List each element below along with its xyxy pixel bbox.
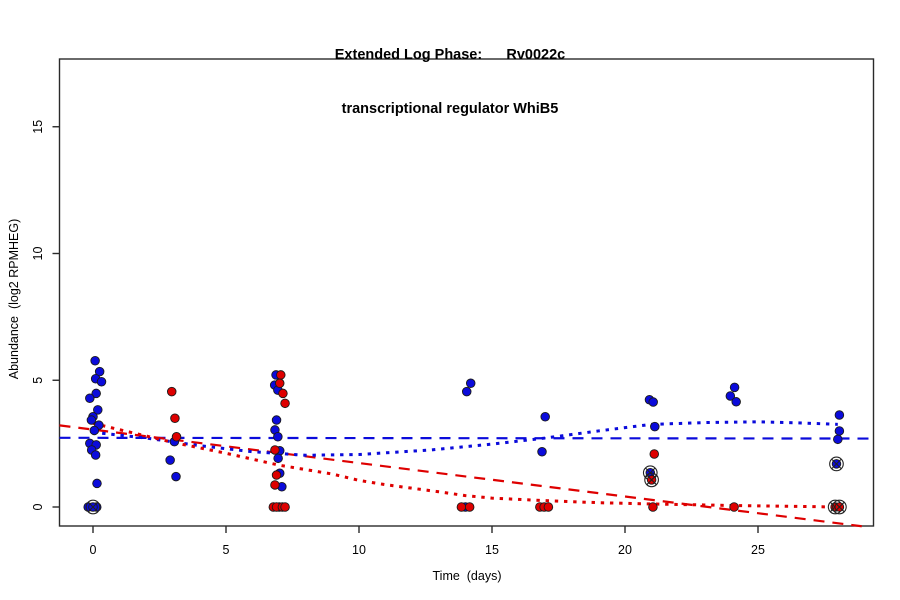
blue-data-point — [729, 382, 740, 393]
circle-x-marker — [87, 501, 99, 513]
red-data-point — [464, 502, 475, 512]
blue-data-point — [85, 393, 95, 403]
blue-data-point — [461, 386, 472, 397]
blue-data-point — [91, 388, 101, 399]
blue-data-point — [273, 453, 283, 464]
red-data-point — [170, 413, 180, 424]
red-data-point — [543, 502, 554, 512]
x-tick-label: 15 — [485, 543, 499, 557]
red-data-point — [171, 432, 182, 442]
blue-data-point — [94, 366, 105, 377]
x-tick-label: 0 — [90, 543, 97, 557]
blue-data-point — [271, 415, 282, 425]
circle-x-marker — [644, 472, 659, 488]
blue-data-point — [648, 397, 658, 407]
y-axis-label: Abundance (log2 RPMHEG) — [7, 218, 21, 380]
blue-data-point — [725, 391, 736, 401]
y-tick-label: 15 — [31, 120, 45, 134]
blue-data-point — [92, 478, 102, 489]
red-linear-fit — [59, 424, 862, 528]
blue-data-point — [165, 455, 175, 465]
x-tick-label: 5 — [223, 543, 230, 557]
red-data-point — [270, 445, 280, 455]
blue-data-point — [834, 426, 845, 436]
blue-data-point — [833, 434, 843, 445]
chart-title-line1: Extended Log Phase: Rv0022c — [334, 47, 566, 63]
plot-box — [58, 58, 875, 527]
blue-data-point — [86, 415, 97, 425]
blue-data-point — [540, 412, 550, 422]
blue-data-point — [90, 355, 100, 366]
blue-data-point — [89, 425, 100, 436]
red-data-point — [270, 480, 280, 490]
circle-x-marker — [834, 501, 845, 513]
red-data-point — [271, 470, 282, 480]
red-loess-fit — [92, 421, 838, 509]
circle-x-marker — [646, 474, 657, 486]
blue-data-point — [465, 378, 476, 389]
circle-x-marker — [829, 456, 844, 472]
y-tick-label: 0 — [31, 503, 45, 510]
x-tick-label: 10 — [352, 543, 366, 557]
red-data-point — [648, 502, 658, 512]
chart-title-line2: transcriptional regulator WhiB5 — [341, 101, 559, 117]
y-tick-label: 10 — [31, 247, 45, 261]
x-tick-label: 20 — [618, 543, 632, 557]
blue-data-point — [171, 471, 181, 482]
blue-data-point — [273, 432, 283, 442]
blue-data-point — [834, 410, 845, 420]
red-data-point — [274, 378, 285, 389]
circle-x-marker — [85, 499, 101, 515]
circle-x-marker — [832, 499, 847, 515]
red-data-point — [166, 386, 177, 397]
x-tick-label: 25 — [751, 543, 765, 557]
red-data-point — [456, 502, 467, 512]
blue-data-point — [650, 421, 660, 432]
x-axis-label: Time (days) — [432, 569, 502, 583]
red-data-point — [649, 449, 660, 459]
red-data-point — [278, 388, 288, 399]
chart-title: Extended Log Phase: Rv0022c transcriptio… — [0, 10, 900, 154]
blue-data-point — [93, 405, 103, 415]
blue-data-point — [731, 397, 741, 407]
red-data-point — [276, 370, 286, 380]
red-data-point — [280, 398, 290, 409]
red-data-point — [729, 502, 739, 512]
red-data-point — [280, 502, 290, 512]
blue-data-point — [90, 450, 101, 460]
blue-data-point — [96, 377, 107, 387]
blue-linear-fit — [59, 436, 874, 440]
blue-data-point — [537, 446, 547, 457]
y-tick-label: 5 — [31, 377, 45, 384]
circle-x-marker — [831, 458, 842, 470]
